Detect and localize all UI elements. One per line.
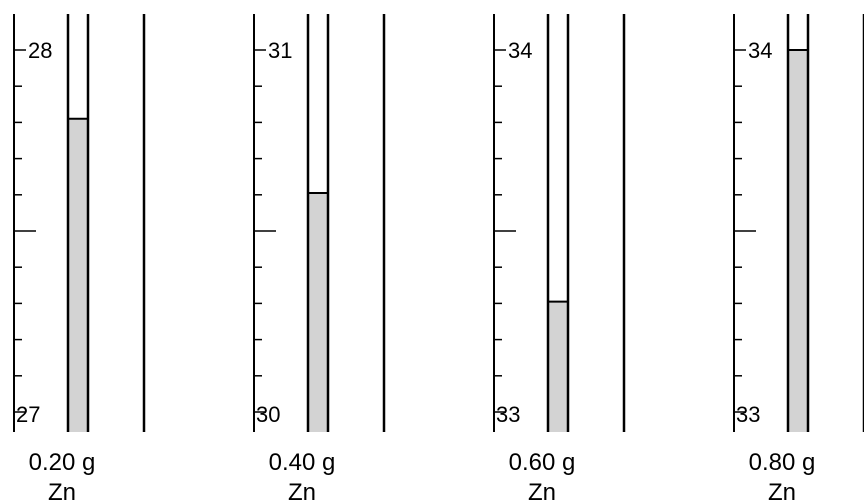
substance-label: Zn xyxy=(48,479,76,504)
scale-bottom-label: 27 xyxy=(16,402,40,427)
scale-bottom-label: 33 xyxy=(736,402,760,427)
mass-label: 0.80 g xyxy=(749,449,816,476)
mass-label: 0.40 g xyxy=(269,449,336,476)
scale-top-label: 34 xyxy=(508,38,532,63)
scale-top-label: 34 xyxy=(748,38,772,63)
mass-label: 0.20 g xyxy=(29,449,96,476)
thermometer-fluid xyxy=(308,192,328,432)
scale-bottom-label: 30 xyxy=(256,402,280,427)
substance-label: Zn xyxy=(528,479,556,504)
mass-label: 0.60 g xyxy=(509,449,576,476)
scale-top-label: 28 xyxy=(28,38,52,63)
scale-top-label: 31 xyxy=(268,38,292,63)
scale-bottom-label: 33 xyxy=(496,402,520,427)
thermometer-fluid xyxy=(68,118,88,432)
substance-label: Zn xyxy=(288,479,316,504)
thermometer-fluid xyxy=(788,50,808,432)
thermometer-fluid xyxy=(548,301,568,432)
substance-label: Zn xyxy=(768,479,796,504)
